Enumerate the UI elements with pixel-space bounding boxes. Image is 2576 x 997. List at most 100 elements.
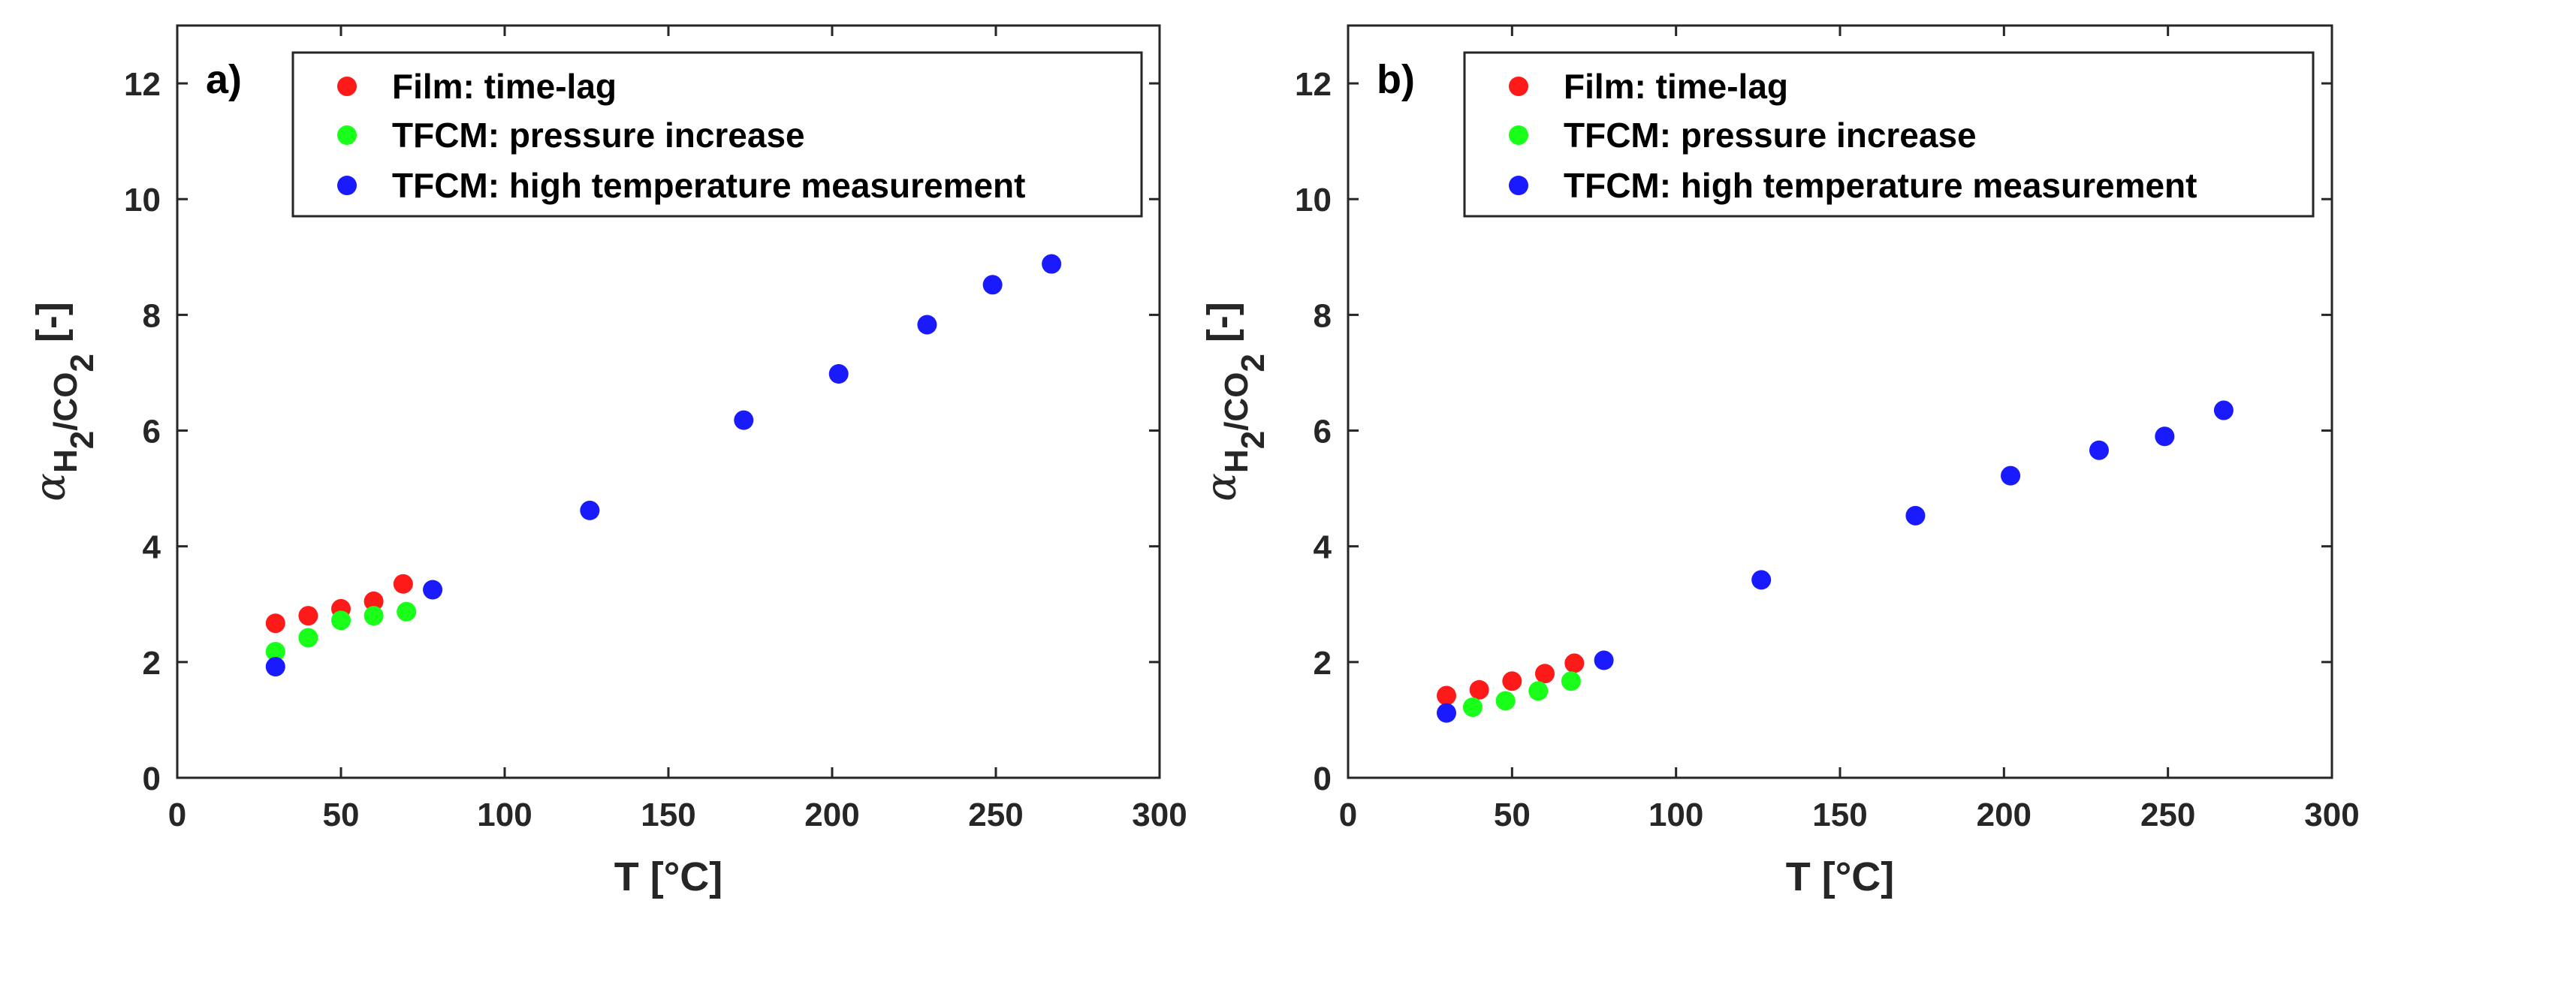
x-axis-label: T [°C] — [614, 854, 723, 899]
x-tick-label: 200 — [804, 797, 859, 833]
data-point — [828, 364, 849, 384]
x-tick-label: 300 — [2304, 797, 2359, 833]
y-tick-label: 2 — [143, 645, 161, 682]
y-tick-label: 0 — [143, 761, 161, 797]
data-point — [1462, 697, 1483, 717]
data-point — [2001, 465, 2021, 486]
x-tick-label: 250 — [2140, 797, 2195, 833]
y-tick-label: 12 — [1295, 66, 1332, 103]
data-point — [363, 591, 384, 611]
data-point — [1469, 679, 1489, 700]
data-point — [1495, 691, 1516, 711]
y-tick-label: 6 — [143, 414, 161, 450]
x-tick-label: 150 — [1812, 797, 1867, 833]
x-tick-label: 0 — [168, 797, 186, 833]
y-tick-label: 10 — [124, 182, 161, 218]
data-point — [298, 606, 318, 626]
y-axis-label: αH2/CO2 [-] — [26, 302, 101, 502]
y-tick-label: 4 — [143, 529, 161, 566]
series-2 — [265, 254, 1062, 677]
data-point — [1042, 254, 1062, 274]
legend-entry-label: Film: time-lag — [392, 67, 617, 106]
data-point — [1535, 664, 1555, 684]
y-axis-label-part: H — [1218, 449, 1255, 473]
y-axis-label-part: α — [26, 473, 75, 502]
legend-entry-label: TFCM: pressure increase — [392, 116, 805, 155]
legend-marker — [337, 176, 357, 195]
y-axis-label-part: [-] — [29, 302, 74, 354]
y-tick-label: 4 — [1314, 529, 1332, 566]
x-tick-label: 250 — [968, 797, 1023, 833]
legend: Film: time-lag TFCM: pressure increase TFC… — [291, 51, 1143, 218]
data-point — [2089, 440, 2109, 460]
x-tick-label: 100 — [1648, 797, 1703, 833]
data-point — [265, 613, 285, 634]
data-point — [917, 315, 937, 335]
y-axis-label-part: 2 — [1235, 431, 1271, 449]
legend-box — [291, 51, 1143, 218]
y-axis-label: αH2/CO2 [-] — [1197, 302, 1271, 502]
data-point — [982, 275, 1003, 295]
data-point — [1561, 671, 1581, 691]
legend-marker — [337, 125, 357, 145]
x-tick-label: 150 — [641, 797, 695, 833]
data-point — [1437, 685, 1456, 706]
legend: Film: time-lag TFCM: pressure increase TFC… — [1463, 51, 2315, 218]
legend-marker — [1509, 77, 1528, 96]
x-tick-label: 200 — [1977, 797, 2032, 833]
x-axis-label: T [°C] — [1786, 854, 1895, 899]
series-2 — [1437, 400, 2234, 723]
y-axis-label-part: 2 — [1235, 354, 1271, 372]
x-tick-label: 100 — [477, 797, 532, 833]
legend-entry-label: TFCM: high temperature measurement — [392, 166, 1025, 205]
y-axis-label-part: [-] — [1199, 302, 1244, 354]
series-1 — [265, 601, 417, 661]
legend-entry-label: Film: time-lag — [1564, 67, 1788, 106]
y-tick-label: 6 — [1314, 414, 1332, 450]
legend-marker — [1509, 125, 1528, 145]
data-point — [265, 641, 285, 661]
data-point — [2213, 400, 2234, 420]
data-point — [298, 628, 318, 648]
data-point — [1502, 671, 1522, 691]
y-tick-label: 0 — [1314, 761, 1332, 797]
y-axis-label-part: α — [1197, 473, 1246, 502]
legend-marker — [337, 77, 357, 96]
y-axis-label-part: 2 — [64, 354, 101, 372]
x-tick-label: 50 — [1494, 797, 1531, 833]
data-point — [1437, 703, 1456, 723]
legend-box — [1463, 51, 2315, 218]
legend-entry-label: TFCM: high temperature measurement — [1564, 166, 2197, 205]
y-tick-label: 10 — [1295, 182, 1332, 218]
x-tick-label: 0 — [1339, 797, 1357, 833]
panel-label: b) — [1377, 57, 1415, 102]
data-point — [1905, 505, 1926, 526]
data-point — [363, 606, 384, 626]
y-tick-label: 8 — [1314, 297, 1332, 334]
panel-label: a) — [206, 57, 242, 102]
data-point — [265, 657, 285, 677]
data-point — [1528, 681, 1549, 701]
data-point — [2155, 426, 2175, 447]
data-point — [734, 410, 754, 430]
y-axis-label-part: H — [47, 449, 84, 473]
chart-panel-b: 0 50 100 150 200 250 300 0 2 4 6 8 10 12 T [°C] αH2/CO2… — [1197, 24, 2360, 899]
series-1 — [1462, 671, 1581, 717]
y-tick-label: 12 — [124, 66, 161, 103]
y-axis-label-part: 2 — [64, 431, 101, 449]
data-point — [580, 500, 600, 520]
data-point — [331, 610, 351, 631]
data-point — [1751, 570, 1772, 590]
x-tick-label: 300 — [1132, 797, 1187, 833]
data-point — [1564, 653, 1585, 673]
series-0 — [1437, 653, 1585, 706]
y-axis-label-part: /CO — [1218, 372, 1255, 431]
x-tick-label: 50 — [323, 797, 360, 833]
legend-entry-label: TFCM: pressure increase — [1564, 116, 1977, 155]
y-tick-label: 8 — [143, 297, 161, 334]
data-point — [397, 601, 417, 622]
data-point — [423, 580, 443, 600]
data-point — [393, 574, 413, 594]
legend-marker — [1509, 176, 1528, 195]
